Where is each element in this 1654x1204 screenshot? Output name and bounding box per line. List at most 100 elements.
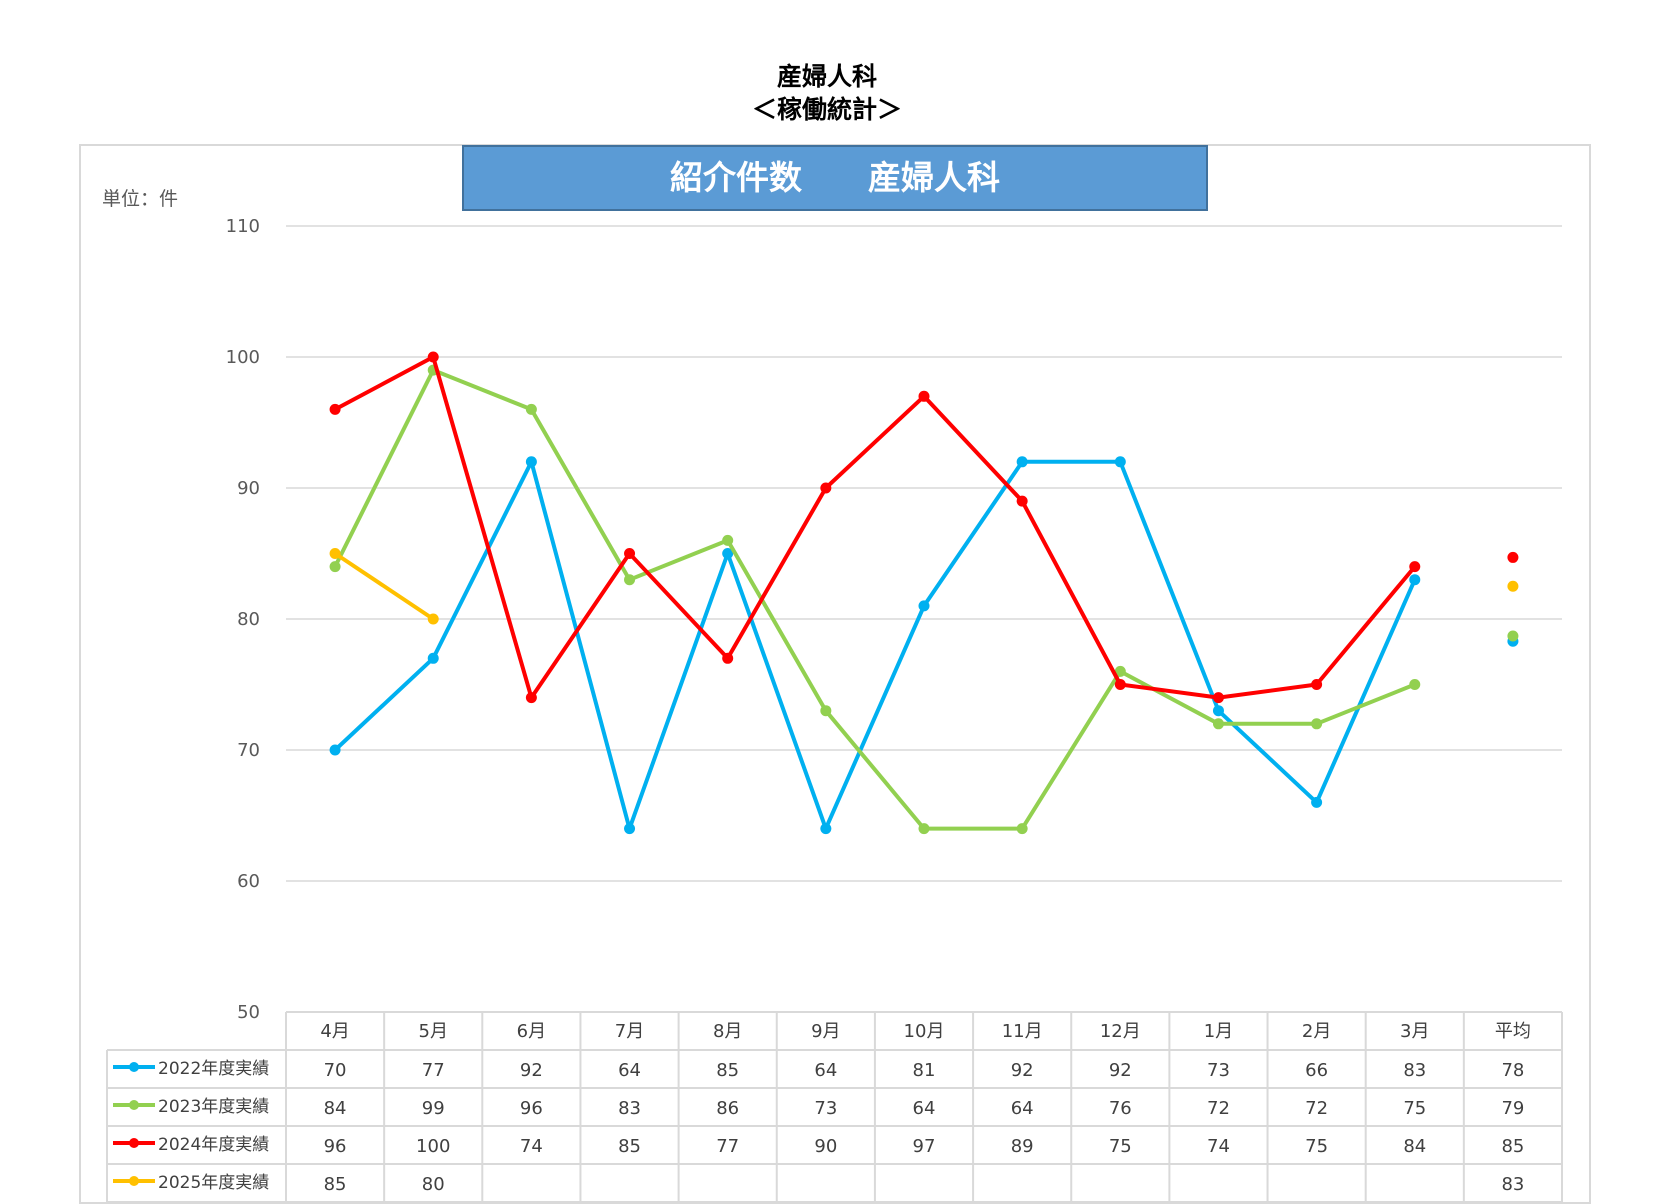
table-cell-value: 83 — [618, 1098, 641, 1119]
data-point — [820, 823, 832, 835]
page-title: 産婦人科 ＜稼働統計＞ — [0, 60, 1654, 126]
table-cell-value: 85 — [324, 1174, 347, 1195]
data-point — [722, 534, 734, 546]
data-point — [1311, 718, 1323, 730]
table-cell-average: 83 — [1501, 1174, 1524, 1195]
table-cell-value: 64 — [1011, 1098, 1034, 1119]
page-title-line2: ＜稼働統計＞ — [751, 95, 902, 124]
x-tick-label: 9月 — [811, 1021, 840, 1042]
table-cell-value: 86 — [716, 1098, 739, 1119]
series-line-2025年度実績 — [333, 551, 435, 621]
data-point — [427, 652, 439, 664]
table-cell-value: 72 — [1207, 1098, 1230, 1119]
data-point — [1409, 561, 1421, 573]
x-tick-label-average: 平均 — [1495, 1021, 1531, 1042]
data-point — [329, 561, 341, 573]
series-line-2024年度実績 — [334, 355, 1417, 700]
data-point — [1212, 705, 1224, 717]
table-cell-value: 77 — [716, 1136, 739, 1157]
table-cell-value: 72 — [1305, 1098, 1328, 1119]
x-tick-label: 5月 — [419, 1021, 448, 1042]
legend-marker-2024年度実績 — [129, 1138, 139, 1148]
data-point — [918, 823, 930, 835]
data-point — [525, 456, 537, 468]
data-point — [624, 548, 636, 559]
table-cell-average: 79 — [1501, 1098, 1524, 1119]
legend-marker-2022年度実績 — [129, 1062, 139, 1072]
y-tick-label: 100 — [226, 347, 260, 368]
data-point — [329, 744, 341, 756]
data-point — [1212, 718, 1224, 730]
y-tick-label: 90 — [237, 478, 260, 499]
data-point — [722, 548, 734, 559]
data-point — [525, 403, 537, 415]
data-point — [1114, 665, 1126, 677]
table-cell-value: 64 — [618, 1060, 641, 1081]
x-tick-label: 4月 — [320, 1021, 349, 1042]
data-point — [1016, 823, 1028, 835]
table-cell-value: 96 — [324, 1136, 347, 1157]
table-cell-value: 76 — [1109, 1098, 1132, 1119]
chart-title-banner: 紹介件数 産婦人科 — [462, 145, 1208, 211]
table-cell-value: 84 — [324, 1098, 347, 1119]
data-point — [624, 823, 636, 835]
table-cell-value: 77 — [422, 1060, 445, 1081]
table-cell-value: 83 — [1403, 1060, 1426, 1081]
table-cell-value: 66 — [1305, 1060, 1328, 1081]
table-cell-value: 90 — [814, 1136, 837, 1157]
series-line-2023年度実績 — [333, 368, 1416, 831]
data-point — [1311, 679, 1323, 690]
table-cell-value: 75 — [1305, 1136, 1328, 1157]
data-point — [624, 574, 636, 586]
x-tick-label: 10月 — [904, 1021, 945, 1042]
data-point — [1114, 679, 1126, 690]
table-cell-value: 70 — [324, 1060, 347, 1081]
data-point — [1016, 495, 1028, 507]
data-point — [1409, 679, 1421, 690]
page-title-line1: 産婦人科 — [776, 62, 877, 91]
table-cell-value: 75 — [1403, 1098, 1426, 1119]
table-cell-value: 92 — [1011, 1060, 1034, 1081]
table-cell-value: 92 — [1109, 1060, 1132, 1081]
data-point — [820, 705, 832, 717]
x-tick-label: 6月 — [517, 1021, 546, 1042]
y-tick-label: 60 — [237, 871, 260, 892]
legend-label: 2022年度実績 — [158, 1059, 269, 1079]
x-tick-label: 11月 — [1002, 1021, 1043, 1042]
y-tick-label: 80 — [237, 609, 260, 630]
x-tick-label: 1月 — [1204, 1021, 1233, 1042]
table-cell-value: 89 — [1011, 1136, 1034, 1157]
table-cell-value: 97 — [913, 1136, 936, 1157]
legend-label: 2025年度実績 — [158, 1173, 269, 1193]
table-cell-value: 99 — [422, 1098, 445, 1119]
table-cell-value: 64 — [814, 1060, 837, 1081]
series-line-2022年度実績 — [333, 459, 1417, 831]
table-cell-value: 75 — [1109, 1136, 1132, 1157]
average-point-2024年度実績 — [1507, 551, 1519, 563]
table-cell-value: 92 — [520, 1060, 543, 1081]
table-cell-value: 73 — [1207, 1060, 1230, 1081]
legend-label: 2023年度実績 — [158, 1097, 269, 1117]
y-tick-label: 50 — [237, 1002, 260, 1023]
table-cell-value: 74 — [1207, 1136, 1230, 1157]
table-cell-value: 64 — [913, 1098, 936, 1119]
data-point — [1212, 692, 1224, 704]
data-point — [820, 482, 832, 494]
table-cell-value: 85 — [716, 1060, 739, 1081]
data-point — [918, 600, 930, 612]
x-tick-label: 2月 — [1302, 1021, 1331, 1042]
data-point — [329, 403, 341, 415]
y-tick-label: 110 — [226, 216, 260, 237]
data-point — [525, 692, 537, 704]
data-point — [722, 652, 734, 664]
unit-label: 単位：件 — [102, 188, 179, 210]
data-point — [427, 351, 439, 363]
average-point-2025年度実績 — [1507, 580, 1519, 592]
data-point — [918, 390, 930, 402]
data-point — [1016, 456, 1028, 468]
average-point-2023年度実績 — [1507, 630, 1519, 642]
data-point — [1311, 796, 1323, 808]
table-cell-value: 73 — [814, 1098, 837, 1119]
table-cell-value: 85 — [618, 1136, 641, 1157]
